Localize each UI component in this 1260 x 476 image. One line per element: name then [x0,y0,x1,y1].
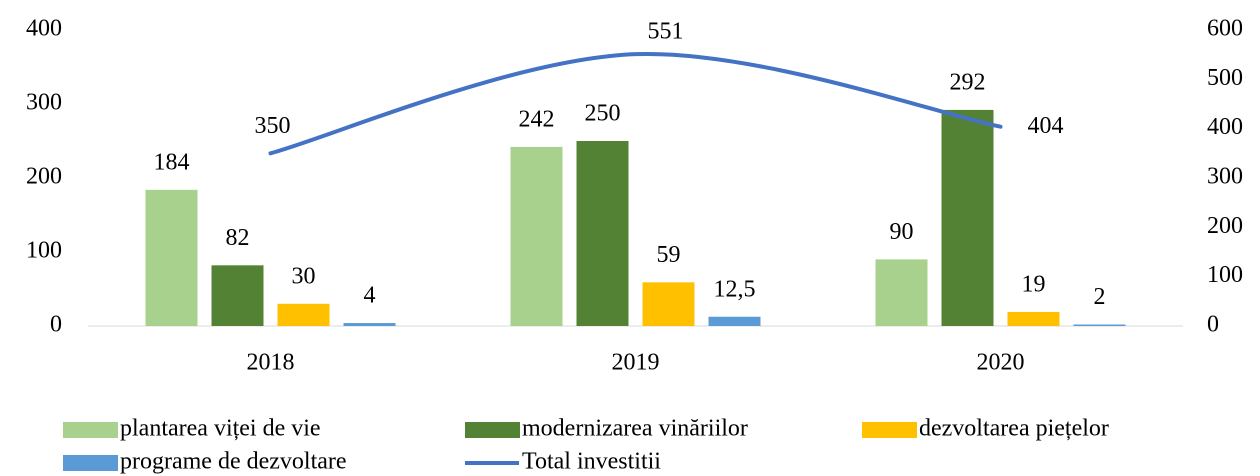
bar-value-label: 59 [657,242,681,268]
bar-value-label: 2 [1094,284,1106,310]
bar [576,141,629,326]
bar [1073,324,1126,326]
bar [510,146,563,326]
y-tick-label: 0 [50,312,62,338]
legend-label: Total investitii [522,449,661,475]
y-tick-label: 200 [26,164,62,190]
line-value-label: 350 [255,113,291,139]
bar-value-label: 250 [585,101,621,127]
y-tick-label: 400 [26,16,62,42]
x-tick-label: 2019 [612,350,660,376]
bar [708,316,761,326]
x-tick-label: 2020 [977,350,1025,376]
y-tick-label: 100 [26,238,62,264]
y2-tick-label: 0 [1207,312,1219,338]
bar-value-label: 19 [1022,271,1046,297]
bar-value-label: 30 [292,263,316,289]
legend-swatch [862,422,917,438]
bar [642,282,695,326]
bar-value-label: 184 [154,149,190,175]
bar [211,265,264,326]
bar [1007,311,1060,326]
bar [875,259,928,326]
bar-value-label: 12,5 [714,276,756,302]
bar [343,323,396,326]
y2-tick-label: 300 [1207,164,1243,190]
y2-tick-label: 600 [1207,16,1243,42]
bar [941,109,994,326]
bar-value-label: 4 [364,283,376,309]
bar-value-label: 242 [519,106,555,132]
x-tick-label: 2018 [247,350,295,376]
bar [145,189,198,326]
legend-swatch [465,422,520,438]
legend-label: dezvoltarea piețelor [919,416,1109,442]
y2-tick-label: 200 [1207,213,1243,239]
bar-value-label: 292 [950,69,986,95]
legend-label: modernizarea vinăriilor [522,416,748,442]
legend-swatch [63,422,118,438]
y2-tick-label: 500 [1207,65,1243,91]
bar-value-label: 90 [890,219,914,245]
line [268,52,1003,156]
bar [277,303,330,326]
legend-swatch [63,455,118,471]
y-tick-label: 300 [26,90,62,116]
y2-tick-label: 100 [1207,262,1243,288]
legend-label: programe de dezvoltare [120,449,347,475]
line-value-label: 404 [1028,113,1064,139]
bar-value-label: 82 [226,225,250,251]
y2-tick-label: 400 [1207,114,1243,140]
line-value-label: 551 [648,19,684,45]
legend-label: plantarea viței de vie [120,416,321,442]
